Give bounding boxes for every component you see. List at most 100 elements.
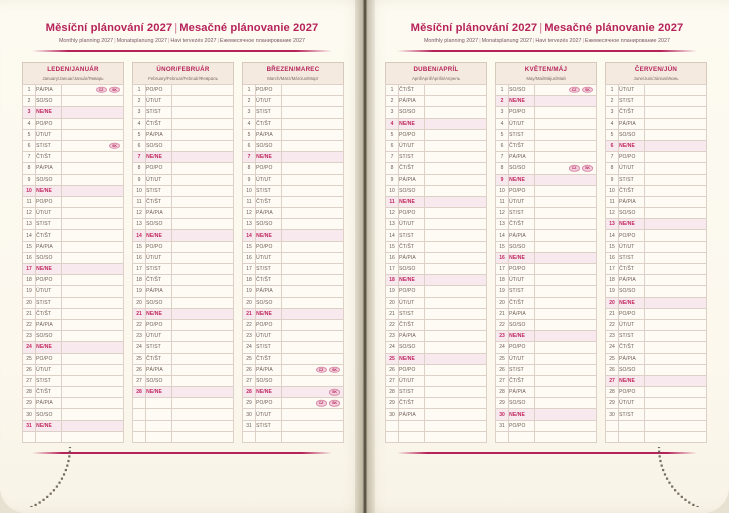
day-row[interactable]: 16 ST/ST — [604, 251, 707, 265]
day-note-field[interactable] — [281, 374, 344, 388]
day-note-field[interactable] — [424, 285, 487, 298]
day-row[interactable]: 25 ÚT/UT — [494, 352, 597, 365]
day-row[interactable]: 20 NE/NE — [604, 296, 707, 309]
day-row[interactable]: 14 ST/ST — [384, 229, 487, 242]
day-row[interactable]: 22 PÁ/PIA — [21, 318, 124, 332]
day-note-field[interactable] — [424, 218, 487, 231]
day-row[interactable]: 6 ÚT/UT — [384, 139, 487, 153]
day-row[interactable]: 9 SO/SO — [21, 173, 124, 186]
day-row[interactable]: 27 NE/NE — [604, 374, 707, 388]
day-row[interactable]: 13 NE/NE — [604, 218, 707, 231]
day-row[interactable]: 5 PÁ/PIA — [131, 128, 234, 141]
day-note-field[interactable] — [424, 251, 487, 265]
day-note-field[interactable] — [534, 251, 597, 265]
day-note-field[interactable] — [61, 352, 124, 365]
day-note-field[interactable] — [644, 117, 707, 130]
day-row[interactable]: 29 PÁ/PIA — [21, 397, 124, 410]
day-note-field[interactable] — [424, 240, 487, 253]
day-note-field[interactable] — [644, 184, 707, 197]
day-note-field[interactable] — [61, 240, 124, 253]
day-note-field[interactable] — [534, 151, 597, 164]
day-note-field[interactable] — [171, 274, 234, 287]
day-row[interactable]: 28 ČT/ŠT — [21, 386, 124, 399]
day-row[interactable]: 28 PÁ/PIA — [494, 386, 597, 399]
day-note-field[interactable] — [281, 341, 344, 354]
day-row[interactable]: 27 ČT/ŠT — [494, 374, 597, 388]
day-row[interactable]: 28 PO/PO — [604, 386, 707, 399]
day-row[interactable]: 14 ČT/ŠT — [21, 229, 124, 242]
day-row[interactable]: 6 NE/NE — [604, 139, 707, 153]
day-note-field[interactable] — [281, 139, 344, 153]
day-note-field[interactable] — [171, 139, 234, 153]
day-note-field[interactable] — [644, 173, 707, 186]
day-note-field[interactable] — [644, 341, 707, 354]
day-note-field[interactable] — [281, 251, 344, 265]
day-row[interactable]: 23 ÚT/UT — [131, 330, 234, 343]
day-note-field[interactable] — [534, 229, 597, 242]
day-row[interactable]: 10 PO/PO — [494, 184, 597, 197]
day-note-field[interactable] — [644, 251, 707, 265]
day-note-field[interactable] — [644, 363, 707, 376]
day-note-field[interactable] — [644, 151, 707, 164]
day-row[interactable]: 22 PO/PO — [241, 318, 344, 332]
day-row[interactable]: 24 PO/PO — [494, 341, 597, 354]
day-row[interactable]: 12 ST/ST — [494, 207, 597, 220]
day-row[interactable]: 29 ÚT/UT — [604, 397, 707, 410]
day-note-field[interactable] — [171, 151, 234, 164]
day-note-field[interactable] — [171, 386, 234, 399]
day-note-field[interactable] — [644, 307, 707, 320]
day-note-field[interactable] — [171, 374, 234, 388]
day-row[interactable]: 3 ST/ST — [241, 106, 344, 119]
day-row[interactable]: 20 ÚT/UT — [384, 296, 487, 309]
day-note-field[interactable] — [534, 173, 597, 186]
day-row[interactable]: 20 SO/SO — [131, 296, 234, 309]
day-note-field[interactable] — [534, 95, 597, 108]
day-note-field[interactable] — [534, 374, 597, 388]
day-note-field[interactable] — [171, 106, 234, 119]
day-note-field[interactable] — [281, 408, 344, 421]
day-row[interactable]: 3 NE/NE — [21, 106, 124, 119]
day-row[interactable]: 22 ČT/ŠT — [384, 318, 487, 332]
day-note-field[interactable] — [281, 240, 344, 253]
day-note-field[interactable] — [644, 207, 707, 220]
day-note-field[interactable] — [281, 106, 344, 119]
day-row[interactable]: 6 SO/SO — [131, 139, 234, 153]
day-row[interactable]: 31 NE/NE — [21, 419, 124, 432]
day-note-field[interactable] — [644, 386, 707, 399]
day-note-field[interactable] — [61, 386, 124, 399]
day-row[interactable]: 18 NE/NE — [384, 274, 487, 287]
day-row[interactable]: 14 PÁ/PIA — [494, 229, 597, 242]
day-note-field[interactable] — [534, 128, 597, 141]
day-note-field[interactable] — [281, 318, 344, 332]
day-note-field[interactable]: CZ SK — [534, 83, 597, 97]
day-row[interactable]: 4 ČT/ŠT — [241, 117, 344, 130]
day-note-field[interactable] — [281, 162, 344, 175]
day-note-field[interactable]: CZ SK — [61, 83, 124, 97]
day-row[interactable]: 18 ČT/ŠT — [131, 274, 234, 287]
day-note-field[interactable] — [644, 330, 707, 343]
day-row[interactable]: 19 PÁ/PIA — [131, 285, 234, 298]
day-row[interactable]: 11 NE/NE — [384, 195, 487, 209]
day-note-field[interactable] — [171, 195, 234, 209]
day-note-field[interactable] — [281, 285, 344, 298]
day-note-field[interactable] — [61, 117, 124, 130]
day-row[interactable]: 26 ÚT/UT — [21, 363, 124, 376]
day-note-field[interactable] — [644, 374, 707, 388]
day-row[interactable]: 24 ČT/ŠT — [604, 341, 707, 354]
day-note-field[interactable] — [281, 218, 344, 231]
day-note-field[interactable] — [424, 262, 487, 276]
day-row[interactable]: 11 ÚT/UT — [494, 195, 597, 209]
day-note-field[interactable] — [171, 117, 234, 130]
day-note-field[interactable] — [534, 184, 597, 197]
day-row[interactable]: 29 SO/SO — [494, 397, 597, 410]
day-row[interactable]: 17 SO/SO — [384, 262, 487, 276]
day-note-field[interactable] — [61, 307, 124, 320]
day-row[interactable]: 21 NE/NE — [241, 307, 344, 320]
day-row[interactable]: 5 ST/ST — [494, 128, 597, 141]
day-note-field[interactable] — [171, 318, 234, 332]
day-note-field[interactable] — [61, 341, 124, 354]
day-row[interactable]: 30 ST/ST — [604, 408, 707, 421]
day-row[interactable]: 13 ÚT/UT — [384, 218, 487, 231]
day-row[interactable]: 23 ÚT/UT — [241, 330, 344, 343]
day-note-field[interactable] — [61, 218, 124, 231]
